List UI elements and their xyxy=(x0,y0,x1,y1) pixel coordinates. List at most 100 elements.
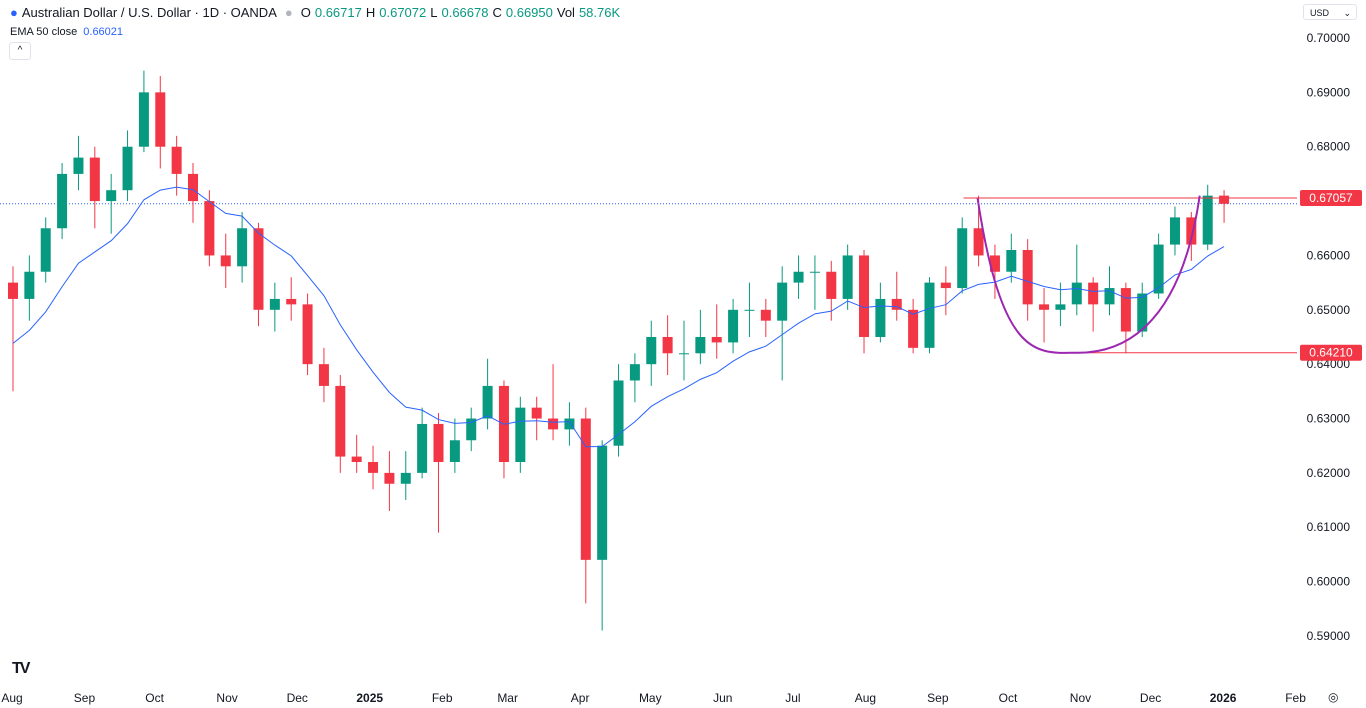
candle-body xyxy=(597,445,608,560)
volume-value: 58.76K xyxy=(578,5,621,20)
candle-body xyxy=(433,423,444,463)
candle-body xyxy=(1137,293,1148,332)
candle-body xyxy=(1120,288,1131,332)
candle-body xyxy=(138,92,149,147)
x-tick-label: Aug xyxy=(855,691,876,705)
candle-body xyxy=(875,298,886,337)
tradingview-logo[interactable]: TV xyxy=(12,660,31,677)
low-label: L xyxy=(430,5,438,20)
cup-pattern-curve xyxy=(976,195,1201,354)
y-tick-label: 0.70000 xyxy=(1307,31,1351,45)
high-label: H xyxy=(365,5,376,20)
price-label-background xyxy=(1300,344,1362,361)
candle-body xyxy=(73,157,84,174)
candle-body xyxy=(646,336,657,365)
x-tick-label: Nov xyxy=(1070,691,1091,705)
candle-body xyxy=(629,364,640,381)
candle-body xyxy=(531,407,542,419)
x-tick-label: 2026 xyxy=(1210,691,1237,705)
candle-body xyxy=(188,173,199,202)
candle-body xyxy=(859,255,870,337)
volume-label: Vol xyxy=(556,5,575,20)
collapse-legend-button[interactable]: ^ xyxy=(9,42,31,60)
candle-body xyxy=(842,255,853,299)
y-tick-label: 0.69000 xyxy=(1307,85,1351,99)
candle-body xyxy=(548,418,559,430)
candle-body xyxy=(1202,195,1213,245)
symbol-header: ● Australian Dollar / U.S. Dollar · 1D ·… xyxy=(10,5,620,20)
candle-body xyxy=(924,282,935,348)
ema-value: 0.66021 xyxy=(83,26,124,38)
candle-body xyxy=(1071,282,1082,305)
close-value: 0.66950 xyxy=(505,5,553,20)
chevron-down-icon: ⌄ xyxy=(1343,8,1351,18)
x-tick-label: Apr xyxy=(571,691,590,705)
x-tick-label: Sep xyxy=(74,691,96,705)
ema-line xyxy=(12,186,1225,448)
candle-body xyxy=(777,282,788,321)
candle-body xyxy=(335,385,346,457)
currency-value: USD xyxy=(1310,8,1330,18)
close-label: C xyxy=(492,5,502,20)
ema-legend[interactable]: EMA 50 close 0.66021 xyxy=(10,26,123,38)
x-tick-label: Oct xyxy=(145,691,164,705)
candle-body xyxy=(384,472,395,484)
candle-body xyxy=(482,385,493,419)
candle-body xyxy=(400,472,411,484)
candle-body xyxy=(155,92,166,147)
candle-body xyxy=(269,298,280,310)
y-tick-label: 0.62000 xyxy=(1307,466,1351,480)
candle-body xyxy=(1153,244,1164,294)
y-tick-label: 0.61000 xyxy=(1307,520,1351,534)
x-tick-label: Dec xyxy=(1140,691,1161,705)
y-tick-label: 0.60000 xyxy=(1307,575,1351,589)
candle-body xyxy=(1169,217,1180,245)
symbol-title[interactable]: Australian Dollar / U.S. Dollar · 1D · O… xyxy=(21,5,277,20)
x-tick-label: Feb xyxy=(432,691,453,705)
candle-body xyxy=(368,462,379,473)
open-value: 0.66717 xyxy=(314,5,362,20)
y-tick-label: 0.68000 xyxy=(1307,140,1351,154)
y-tick-label: 0.63000 xyxy=(1307,412,1351,426)
candle-body xyxy=(1219,195,1230,204)
x-tick-label: Nov xyxy=(216,691,237,705)
candle-body xyxy=(24,271,35,299)
candle-body xyxy=(678,353,689,355)
x-tick-label: Oct xyxy=(999,691,1018,705)
market-status-icon: ● xyxy=(284,5,293,20)
candle-body xyxy=(1088,282,1099,305)
x-tick-label: 2025 xyxy=(356,691,383,705)
candle-body xyxy=(662,336,673,354)
x-tick-label: Sep xyxy=(927,691,949,705)
y-tick-label: 0.66000 xyxy=(1307,248,1351,262)
x-tick-label: Feb xyxy=(1285,691,1306,705)
candle-body xyxy=(564,418,575,430)
y-tick-label: 0.65000 xyxy=(1307,303,1351,317)
candle-body xyxy=(318,364,329,386)
candle-body xyxy=(1104,288,1115,305)
candle-body xyxy=(237,228,248,267)
candle-body xyxy=(613,380,624,446)
candle-body xyxy=(940,282,951,289)
candle-body xyxy=(1022,250,1033,305)
level-price-label: 0.67057 xyxy=(1309,191,1353,205)
candle-body xyxy=(957,228,968,289)
candle-body xyxy=(417,423,428,473)
eye-icon[interactable]: ◎ xyxy=(1328,690,1339,704)
candle-body xyxy=(1186,217,1197,245)
currency-select[interactable]: USD ⌄ xyxy=(1303,4,1357,20)
candle-body xyxy=(891,298,902,310)
candle-body xyxy=(40,228,51,272)
candle-body xyxy=(106,190,117,202)
x-tick-label: Mar xyxy=(497,691,518,705)
x-tick-label: Dec xyxy=(287,691,308,705)
candle-body xyxy=(1039,304,1050,310)
candle-body xyxy=(760,309,771,321)
candle-body xyxy=(695,336,706,354)
candle-body xyxy=(1055,304,1066,310)
candle-body xyxy=(7,282,18,299)
candle-body xyxy=(449,440,460,463)
x-tick-label: May xyxy=(639,691,662,705)
